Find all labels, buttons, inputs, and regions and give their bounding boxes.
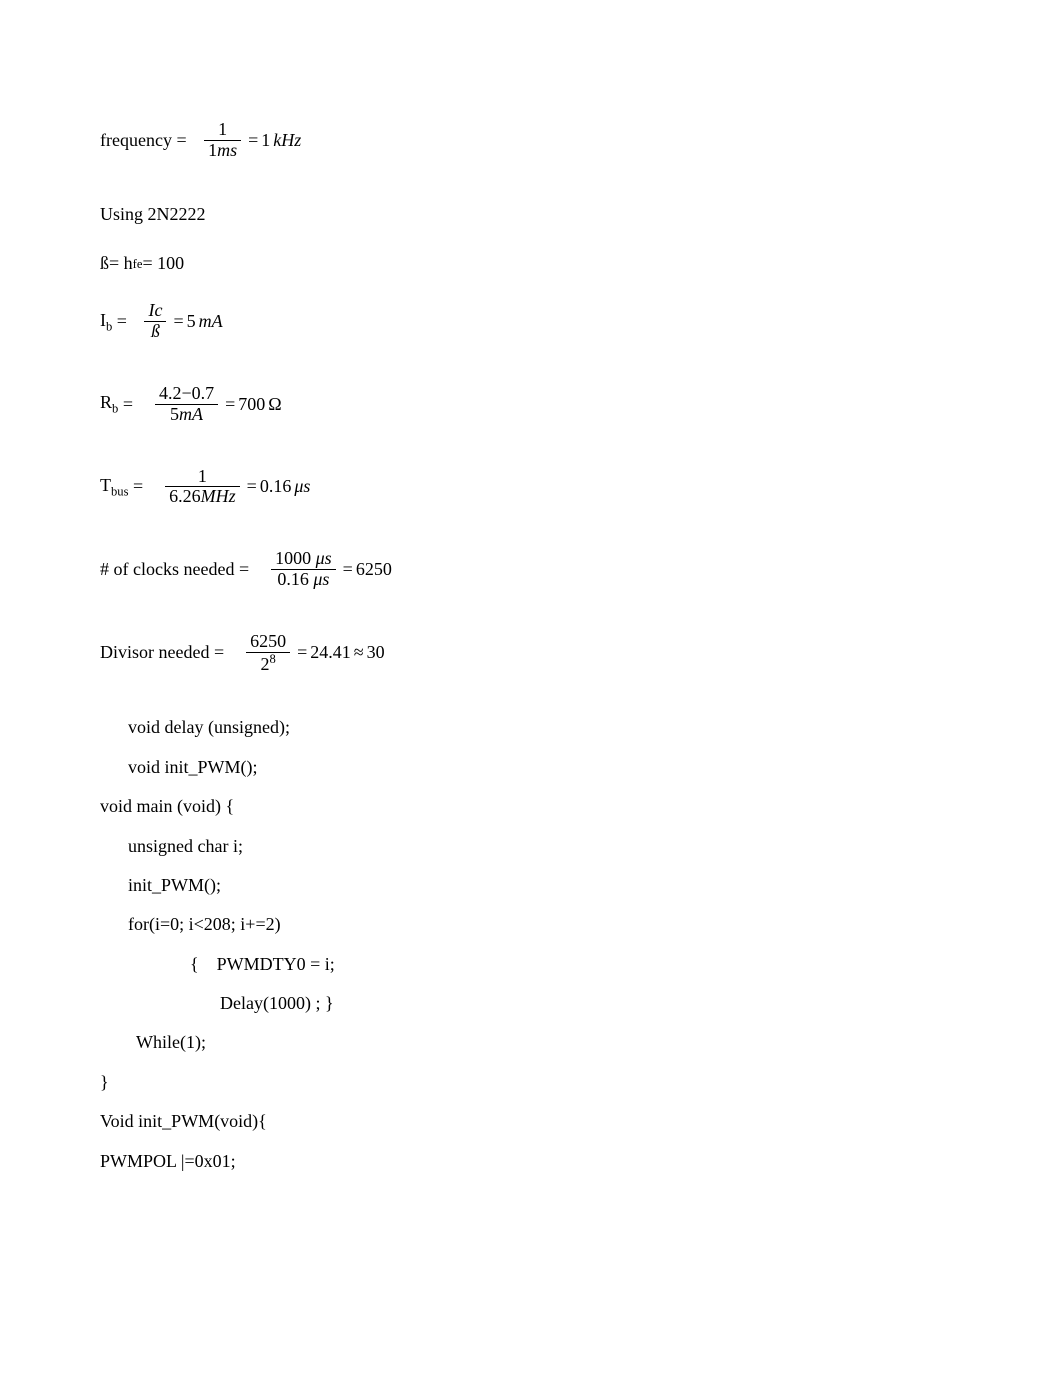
line-beta: ß = hfe = 100: [100, 252, 962, 275]
eq-ib: Ib = Ic ß = 5 mA: [100, 301, 962, 342]
denominator: ß: [147, 322, 164, 342]
fraction: 1 1ms: [204, 120, 241, 161]
numerator: 1: [214, 120, 231, 140]
tbus-lhs: Tbus: [100, 474, 129, 500]
document-page: frequency = 1 1ms = 1 kHz Using 2N2222 ß…: [0, 0, 1062, 1229]
fraction: 1 6.26MHz: [165, 467, 240, 508]
eq-frequency: frequency = 1 1ms = 1 kHz: [100, 120, 962, 161]
divisor-label: Divisor needed =: [100, 641, 242, 664]
code-line: While(1);: [100, 1031, 962, 1054]
code-line: init_PWM();: [100, 874, 962, 897]
freq-fraction: 1 1ms = 1 kHz: [200, 120, 301, 161]
numerator: 6250: [246, 632, 290, 652]
code-line: void delay (unsigned);: [100, 716, 962, 739]
ib-fraction: Ic ß = 5 mA: [140, 301, 222, 342]
hfe-sub: fe: [133, 256, 143, 272]
divisor-fraction: 6250 28 = 24.41 ≈ 30: [242, 632, 385, 675]
eq-divisor: Divisor needed = 6250 28 = 24.41 ≈ 30: [100, 632, 962, 675]
eq-tbus: Tbus = 1 6.26MHz = 0.16 μs: [100, 467, 962, 508]
denominator: 5mA: [166, 405, 207, 425]
code-line: Void init_PWM(void){: [100, 1110, 962, 1133]
eq-rb: Rb = 4.2−0.7 5mA = 700 Ω: [100, 384, 962, 425]
rhs-unit: kHz: [273, 129, 301, 152]
code-line: void main (void) {: [100, 795, 962, 818]
denominator: 1ms: [204, 141, 241, 161]
fraction: 6250 28: [246, 632, 290, 675]
code-line: PWMPOL |=0x01;: [100, 1150, 962, 1173]
tbus-fraction: 1 6.26MHz = 0.16 μs: [161, 467, 310, 508]
code-block: void delay (unsigned); void init_PWM(); …: [100, 716, 962, 1173]
numerator: Ic: [144, 301, 166, 321]
denominator: 0.16 μs: [273, 570, 333, 590]
ib-lhs: Ib: [100, 309, 112, 335]
line-using: Using 2N2222: [100, 203, 962, 226]
eq-clocks: # of clocks needed = 1000 μs 0.16 μs = 6…: [100, 549, 962, 590]
denominator: 28: [256, 653, 279, 675]
rb-lhs: Rb: [100, 391, 118, 417]
rhs-value: 1: [261, 129, 270, 152]
code-line: Delay(1000) ; }: [100, 992, 962, 1015]
fraction: 1000 μs 0.16 μs: [271, 549, 336, 590]
code-line: }: [100, 1071, 962, 1094]
beta-symbol: ß: [100, 252, 109, 275]
equals: =: [248, 129, 258, 152]
code-line: for(i=0; i<208; i+=2): [100, 913, 962, 936]
denominator: 6.26MHz: [165, 487, 240, 507]
fraction: 4.2−0.7 5mA: [155, 384, 218, 425]
numerator: 1000 μs: [271, 549, 336, 569]
fraction: Ic ß: [144, 301, 166, 342]
code-line: unsigned char i;: [100, 835, 962, 858]
numerator: 4.2−0.7: [155, 384, 218, 404]
numerator: 1: [194, 467, 211, 487]
clocks-fraction: 1000 μs 0.16 μs = 6250: [267, 549, 392, 590]
clocks-label: # of clocks needed =: [100, 558, 267, 581]
rb-fraction: 4.2−0.7 5mA = 700 Ω: [151, 384, 282, 425]
code-line: { PWMDTY0 = i;: [100, 953, 962, 976]
code-line: void init_PWM();: [100, 756, 962, 779]
freq-label: frequency =: [100, 129, 200, 152]
